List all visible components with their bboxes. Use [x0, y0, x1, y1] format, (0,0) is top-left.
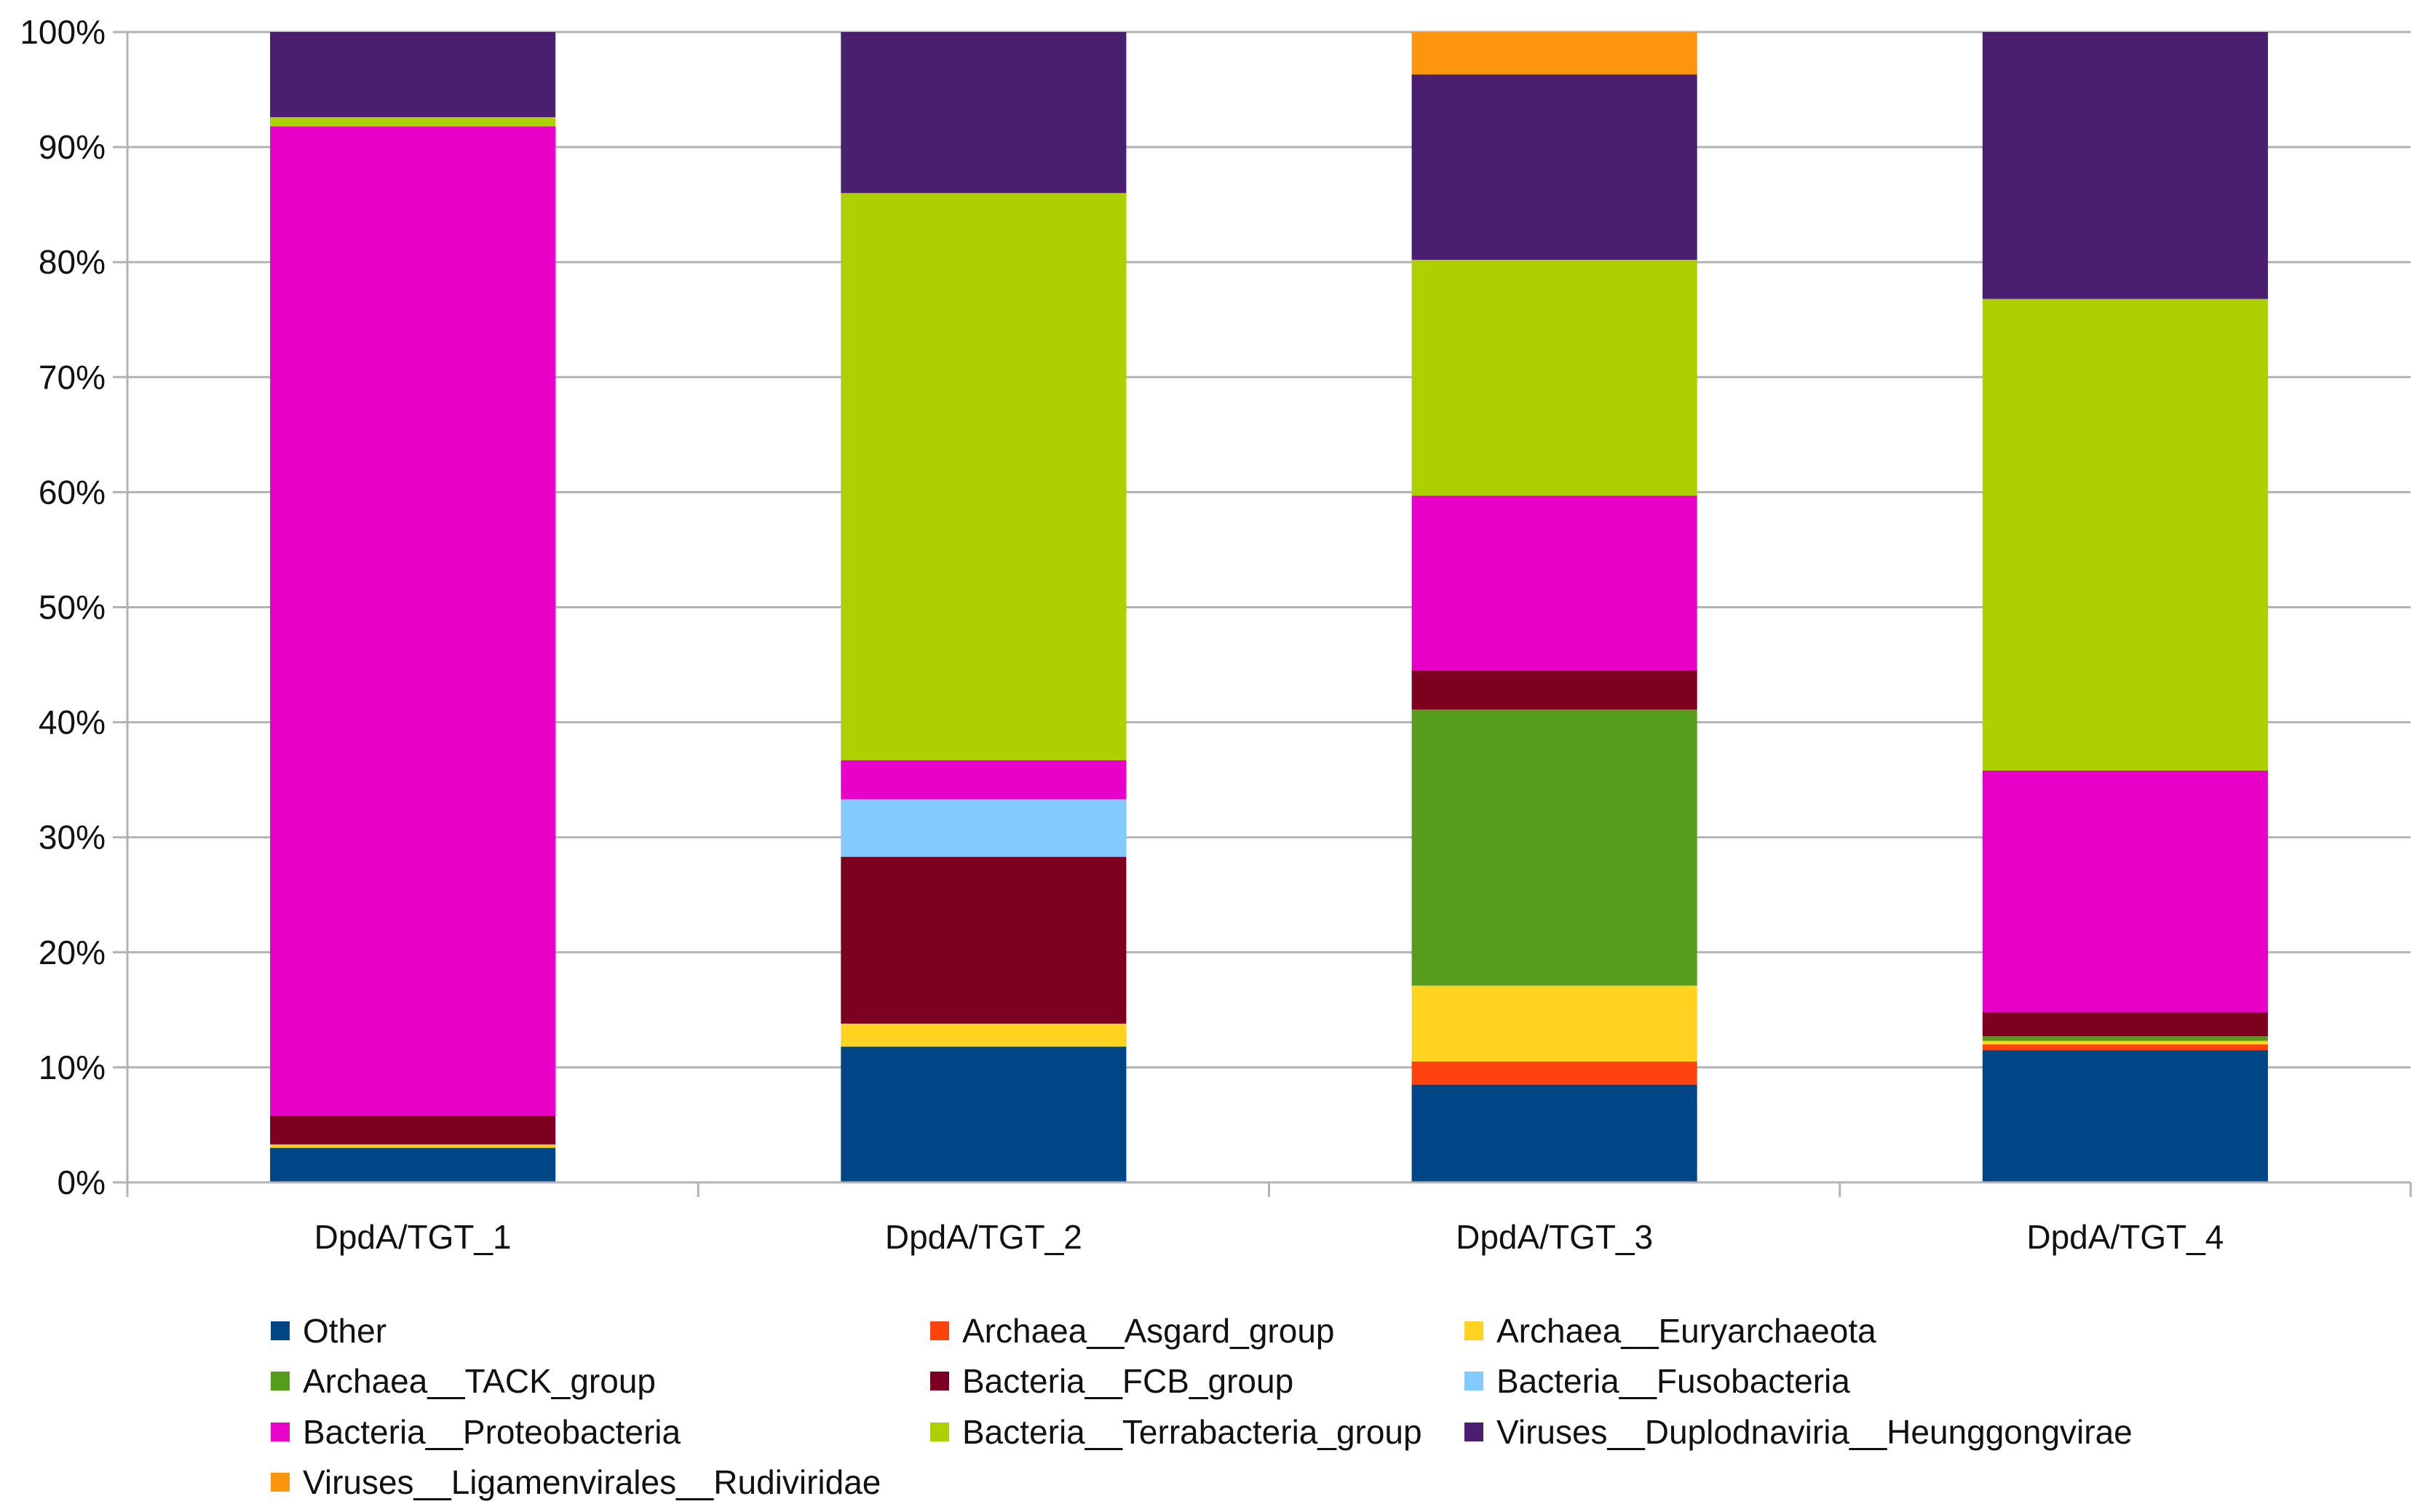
bar-segment-bacteria-fcb-group-dpda-tgt-4	[1982, 1012, 2268, 1037]
bar-segment-other-dpda-tgt-2	[841, 1046, 1127, 1182]
bar-segment-viruses-ligamenvirales-rudiviridae-dpda-tgt-3	[1411, 32, 1697, 75]
legend-swatch	[271, 1321, 290, 1340]
bar-segment-archaea-euryarchaeota-dpda-tgt-4	[1982, 1041, 2268, 1045]
legend-swatch	[271, 1473, 290, 1492]
bar-segment-bacteria-fcb-group-dpda-tgt-1	[270, 1115, 556, 1145]
legend-item-viruses-duplodnaviria-heunggongvirae: Viruses__Duplodnaviria__Heunggongvirae	[1464, 1413, 2133, 1451]
bar-segment-bacteria-proteobacteria-dpda-tgt-4	[1982, 771, 2268, 1013]
legend-item-bacteria-proteobacteria: Bacteria__Proteobacteria	[271, 1413, 681, 1451]
legend-item-bacteria-fcb-group: Bacteria__FCB_group	[930, 1362, 1293, 1400]
legend: Other Archaea__Asgard_group Archaea__Eurya…	[271, 1312, 2133, 1501]
legend-item-other: Other	[271, 1312, 386, 1350]
legend-swatch	[930, 1423, 949, 1441]
bar-segment-other-dpda-tgt-1	[270, 1147, 556, 1182]
y-tick-label: 40%	[39, 704, 106, 741]
y-tick-label: 50%	[39, 589, 106, 626]
y-axis-ticks: 0% 10% 20% 30% 40% 50% 60% 70% 80% 90% 100%	[20, 13, 106, 1201]
bar-segment-other-dpda-tgt-3	[1411, 1084, 1697, 1182]
bar-segment-archaea-asgard-group-dpda-tgt-4	[1982, 1044, 2268, 1051]
legend-label: Bacteria__Fusobacteria	[1496, 1362, 1850, 1400]
legend-label: Bacteria__Terrabacteria_group	[962, 1413, 1422, 1451]
legend-item-bacteria-fusobacteria: Bacteria__Fusobacteria	[1464, 1362, 1850, 1400]
bar-segment-archaea-asgard-group-dpda-tgt-3	[1411, 1061, 1697, 1085]
bar-segment-bacteria-proteobacteria-dpda-tgt-1	[270, 126, 556, 1116]
y-tick-label: 70%	[39, 358, 106, 396]
y-tick-label: 90%	[39, 128, 106, 166]
y-tick-label: 80%	[39, 243, 106, 281]
legend-label: Archaea__TACK_group	[303, 1362, 656, 1400]
legend-label: Viruses__Ligamenvirales__Rudiviridae	[303, 1463, 881, 1501]
legend-label: Viruses__Duplodnaviria__Heunggongvirae	[1496, 1413, 2133, 1451]
y-tick-label: 30%	[39, 819, 106, 856]
bar-segment-archaea-tack-group-dpda-tgt-3	[1411, 709, 1697, 986]
bar-segment-viruses-duplodnaviria-heunggongvirae-dpda-tgt-2	[841, 32, 1127, 194]
legend-label: Archaea__Asgard_group	[962, 1312, 1334, 1350]
bar-segment-bacteria-terrabacteria-group-dpda-tgt-2	[841, 193, 1127, 760]
legend-swatch	[1464, 1372, 1483, 1390]
x-tick-label: DpdA/TGT_2	[885, 1218, 1082, 1256]
legend-swatch	[930, 1372, 949, 1390]
bar-segment-viruses-duplodnaviria-heunggongvirae-dpda-tgt-1	[270, 32, 556, 117]
bar-segment-archaea-tack-group-dpda-tgt-4	[1982, 1036, 2268, 1041]
x-axis-ticks: DpdA/TGT_1 DpdA/TGT_2 DpdA/TGT_3 DpdA/TGT_4	[314, 1218, 2224, 1256]
y-tick-label: 10%	[39, 1049, 106, 1086]
bar-segment-bacteria-fcb-group-dpda-tgt-3	[1411, 670, 1697, 710]
legend-swatch	[930, 1321, 949, 1340]
legend-label: Other	[303, 1312, 386, 1350]
bar-segment-viruses-duplodnaviria-heunggongvirae-dpda-tgt-3	[1411, 74, 1697, 260]
bar-segment-bacteria-terrabacteria-group-dpda-tgt-1	[270, 116, 556, 127]
y-tick-label: 0%	[57, 1163, 106, 1201]
bar-segment-bacteria-fcb-group-dpda-tgt-2	[841, 856, 1127, 1024]
bar-segment-archaea-euryarchaeota-dpda-tgt-1	[270, 1144, 556, 1148]
bar-segment-archaea-euryarchaeota-dpda-tgt-2	[841, 1023, 1127, 1047]
legend-label: Bacteria__FCB_group	[962, 1362, 1293, 1400]
legend-item-viruses-ligamenvirales-rudiviridae: Viruses__Ligamenvirales__Rudiviridae	[271, 1463, 881, 1501]
bar-segment-bacteria-terrabacteria-group-dpda-tgt-3	[1411, 260, 1697, 496]
bar-segment-bacteria-fusobacteria-dpda-tgt-2	[841, 799, 1127, 857]
legend-item-archaea-asgard-group: Archaea__Asgard_group	[930, 1312, 1334, 1350]
y-tick-label: 60%	[39, 473, 106, 511]
legend-swatch	[271, 1423, 290, 1441]
legend-swatch	[1464, 1321, 1483, 1340]
legend-item-archaea-tack-group: Archaea__TACK_group	[271, 1362, 656, 1400]
axes	[113, 31, 2412, 1197]
bars	[270, 32, 2268, 1182]
legend-item-bacteria-terrabacteria-group: Bacteria__Terrabacteria_group	[930, 1413, 1422, 1451]
y-tick-label: 100%	[20, 13, 106, 51]
x-tick-label: DpdA/TGT_1	[314, 1218, 512, 1256]
legend-label: Bacteria__Proteobacteria	[303, 1413, 681, 1451]
bar-segment-archaea-euryarchaeota-dpda-tgt-3	[1411, 985, 1697, 1062]
x-tick-label: DpdA/TGT_3	[1456, 1218, 1653, 1256]
bar-segment-viruses-duplodnaviria-heunggongvirae-dpda-tgt-4	[1982, 32, 2268, 299]
bar-segment-other-dpda-tgt-4	[1982, 1050, 2268, 1182]
bar-segment-bacteria-proteobacteria-dpda-tgt-3	[1411, 496, 1697, 671]
legend-item-archaea-euryarchaeota: Archaea__Euryarchaeota	[1464, 1312, 1876, 1350]
legend-swatch	[1464, 1423, 1483, 1441]
y-tick-label: 20%	[39, 934, 106, 971]
x-tick-label: DpdA/TGT_4	[2026, 1218, 2224, 1256]
bar-segment-bacteria-proteobacteria-dpda-tgt-2	[841, 760, 1127, 800]
legend-label: Archaea__Euryarchaeota	[1496, 1312, 1876, 1350]
bar-segment-bacteria-terrabacteria-group-dpda-tgt-4	[1982, 298, 2268, 771]
legend-swatch	[271, 1372, 290, 1390]
